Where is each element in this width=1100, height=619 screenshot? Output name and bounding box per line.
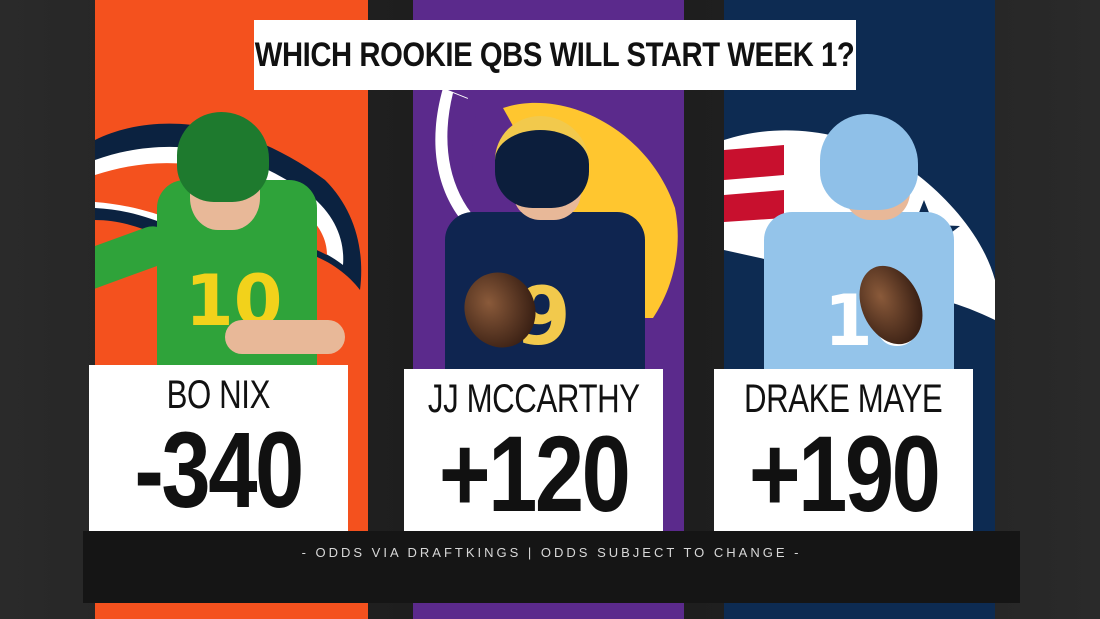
player-name: BO NIX (166, 373, 271, 417)
odds-card-drake-maye: DRAKE MAYE +190 (714, 369, 973, 538)
arm (225, 320, 345, 354)
page-title: WHICH ROOKIE QBS WILL START WEEK 1? (255, 35, 855, 74)
helmet (495, 116, 589, 208)
footer-bar: - ODDS VIA DRAFTKINGS | ODDS SUBJECT TO … (83, 531, 1020, 603)
player-odds: +120 (438, 413, 631, 534)
helmet (820, 114, 918, 210)
player-odds: -340 (134, 409, 305, 530)
panel-bo-nix: 10 (95, 0, 368, 619)
player-drake-maye: 10 (724, 0, 995, 619)
odds-disclaimer: - ODDS VIA DRAFTKINGS | ODDS SUBJECT TO … (301, 545, 802, 560)
player-name: JJ MCCARTHY (427, 377, 640, 421)
football-icon (95, 278, 101, 354)
odds-card-bo-nix: BO NIX -340 (89, 365, 348, 533)
player-bo-nix: 10 (95, 0, 368, 619)
title-banner: WHICH ROOKIE QBS WILL START WEEK 1? (254, 20, 856, 90)
player-name: DRAKE MAYE (744, 377, 943, 421)
player-jj-mccarthy: 9 (413, 0, 684, 619)
helmet (177, 112, 269, 202)
player-odds: +190 (748, 413, 941, 534)
odds-card-jj-mccarthy: JJ MCCARTHY +120 (404, 369, 663, 538)
